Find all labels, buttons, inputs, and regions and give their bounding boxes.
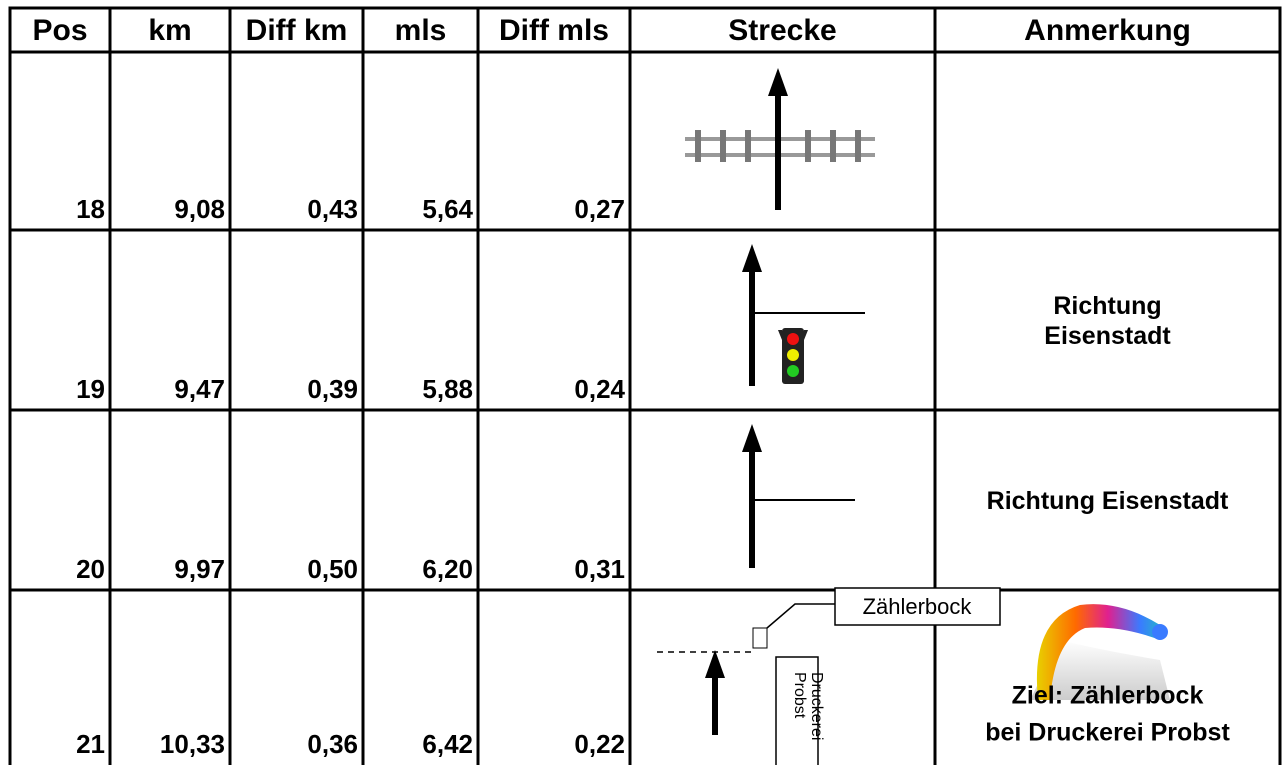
grid bbox=[8, 6, 1282, 765]
number-cell: 19 bbox=[76, 374, 105, 404]
header-cell: Strecke bbox=[728, 14, 836, 47]
number-cell: 5,64 bbox=[422, 194, 473, 224]
number-cell: 0,39 bbox=[307, 374, 358, 404]
number-cell: 21 bbox=[76, 729, 105, 759]
note-line: Richtung Eisenstadt bbox=[987, 487, 1229, 515]
building-label: Probst bbox=[791, 672, 808, 719]
number-cell: 9,97 bbox=[174, 554, 225, 584]
header-cell: mls bbox=[395, 14, 447, 47]
number-cell: 0,50 bbox=[307, 554, 358, 584]
number-cell: 0,43 bbox=[307, 194, 358, 224]
building-label: Druckerei bbox=[808, 672, 825, 740]
number-cell: 6,42 bbox=[422, 729, 473, 759]
cells: Pos km Diff km mls Diff mls Strecke Anmerkung 1… bbox=[32, 14, 1230, 759]
number-cell: 6,20 bbox=[422, 554, 473, 584]
number-cell: 0,31 bbox=[574, 554, 625, 584]
number-cell: 5,88 bbox=[422, 374, 473, 404]
number-cell: 0,27 bbox=[574, 194, 625, 224]
number-cell: 0,22 bbox=[574, 729, 625, 759]
destination-diagram: Zählerbock Druckerei Probst bbox=[657, 587, 1001, 765]
header-cell: Anmerkung bbox=[1024, 14, 1191, 47]
junction-diagram bbox=[742, 424, 855, 568]
note-line: Ziel: Zählerbock bbox=[1012, 682, 1204, 710]
junction-traffic-light-diagram bbox=[742, 244, 865, 386]
lizard-image bbox=[1030, 604, 1170, 700]
number-cell: 20 bbox=[76, 554, 105, 584]
meter-label: Zählerbock bbox=[863, 594, 973, 619]
header-cell: km bbox=[148, 14, 191, 47]
header-cell: Pos bbox=[32, 14, 87, 47]
note-line: Richtung bbox=[1053, 292, 1161, 320]
number-cell: 9,47 bbox=[174, 374, 225, 404]
rail-crossing-diagram bbox=[685, 68, 875, 210]
note-line: bei Druckerei Probst bbox=[985, 719, 1230, 747]
number-cell: 10,33 bbox=[160, 729, 225, 759]
number-cell: 0,24 bbox=[574, 374, 625, 404]
number-cell: 18 bbox=[76, 194, 105, 224]
note-line: Eisenstadt bbox=[1044, 322, 1171, 350]
number-cell: 0,36 bbox=[307, 729, 358, 759]
header-cell: Diff km bbox=[246, 14, 348, 47]
header-cell: Diff mls bbox=[499, 14, 609, 47]
number-cell: 9,08 bbox=[174, 194, 225, 224]
